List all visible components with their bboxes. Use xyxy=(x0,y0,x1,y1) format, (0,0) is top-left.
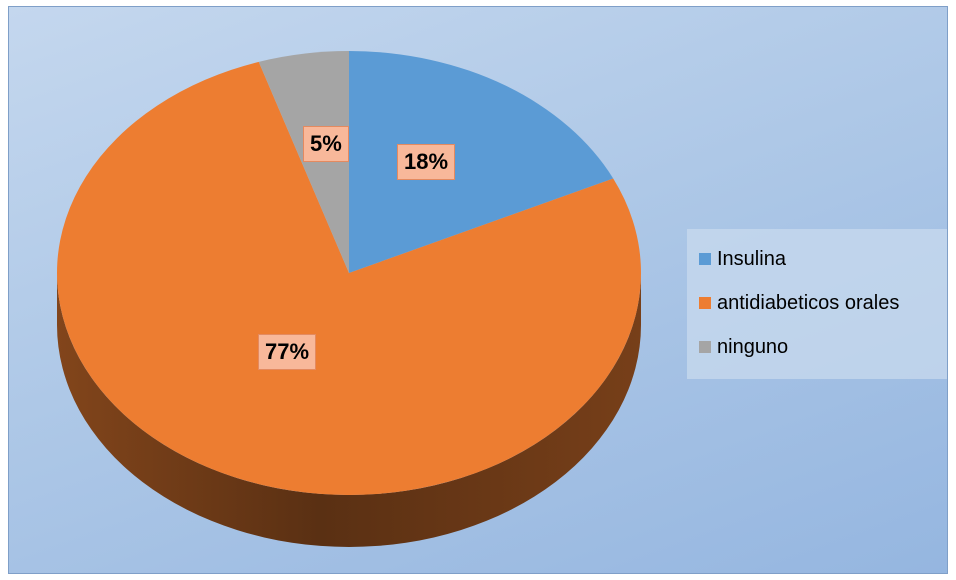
legend-label-ninguno: ninguno xyxy=(717,335,789,358)
pie-side-antidiabeticos-orales xyxy=(57,273,641,547)
legend-item-insulina: Insulina xyxy=(699,237,947,281)
legend-swatch-insulina xyxy=(699,253,711,265)
data-label-insulina: 18% xyxy=(397,144,456,180)
legend-label-insulina: Insulina xyxy=(717,247,786,270)
legend-swatch-ninguno xyxy=(699,341,711,353)
legend-swatch-antidiabeticos-orales xyxy=(699,297,711,309)
chart-area: 18% 77% 5% Insulina antidiabeticos orale… xyxy=(8,6,948,574)
pie-slice-antidiabeticos-orales xyxy=(56,61,641,496)
legend-label-antidiabeticos-orales: antidiabeticos orales xyxy=(717,291,900,314)
pie-slice-ninguno xyxy=(258,51,349,273)
legend-item-antidiabeticos-orales: antidiabeticos orales xyxy=(699,281,947,325)
data-label-ninguno: 5% xyxy=(303,126,349,162)
legend: Insulina antidiabeticos orales ninguno xyxy=(687,229,947,379)
pie-chart xyxy=(56,51,641,547)
pie-slice-insulina xyxy=(349,51,614,273)
legend-item-ninguno: ninguno xyxy=(699,325,947,369)
data-label-antidiabeticos-orales: 77% xyxy=(258,334,317,370)
